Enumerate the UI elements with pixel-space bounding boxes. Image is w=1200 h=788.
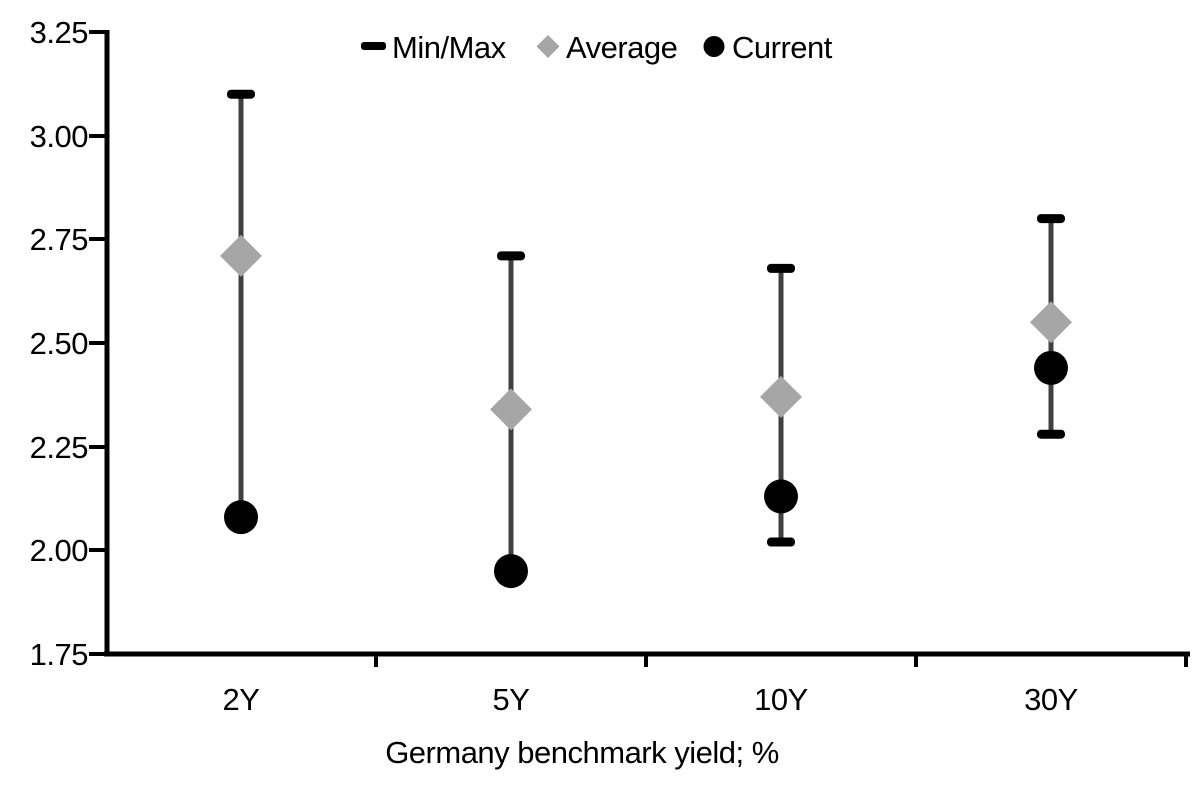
legend: Min/Max Average Current — [361, 30, 833, 65]
y-tick-label: 2.25 — [30, 430, 88, 465]
current-marker-circle — [224, 500, 258, 535]
min-cap — [1037, 429, 1065, 439]
x-axis-ticks — [374, 654, 1188, 667]
legend-label-current: Current — [732, 30, 833, 65]
y-axis-ticks — [89, 30, 107, 656]
y-tick-label: 2.75 — [30, 222, 88, 257]
current-marker-circle — [494, 554, 528, 589]
max-cap — [767, 263, 795, 273]
minmax-dash-icon — [361, 42, 386, 50]
y-tick-label: 1.75 — [30, 637, 88, 672]
average-marker-diamond — [220, 234, 262, 277]
x-axis-labels: 2Y 5Y 10Y 30Y — [223, 682, 1079, 717]
legend-label-average: Average — [566, 30, 677, 65]
y-tick-label: 2.00 — [30, 533, 89, 568]
legend-label-minmax: Min/Max — [392, 30, 507, 65]
y-tick-label: 3.00 — [30, 119, 89, 154]
y-tick-label: 2.50 — [30, 326, 89, 361]
current-circle-icon — [703, 36, 725, 57]
current-marker-circle — [1034, 350, 1068, 385]
x-category-label: 30Y — [1024, 682, 1078, 717]
x-category-label: 10Y — [754, 682, 808, 717]
current-marker-circle — [764, 479, 798, 514]
average-marker-diamond — [1030, 301, 1072, 344]
y-tick-label: 3.25 — [30, 15, 88, 50]
x-category-label: 5Y — [493, 682, 530, 717]
y-axis-labels: 1.75 2.00 2.25 2.50 2.75 3.00 3.25 — [30, 15, 89, 672]
max-cap — [497, 251, 525, 261]
min-cap — [767, 537, 795, 547]
x-axis-title: Germany benchmark yield; % — [385, 735, 779, 770]
average-marker-diamond — [490, 388, 532, 431]
max-cap — [227, 89, 255, 99]
max-cap — [1037, 214, 1065, 224]
x-category-label: 2Y — [223, 682, 260, 717]
series-layer — [220, 89, 1072, 589]
average-marker-diamond — [760, 375, 802, 418]
average-diamond-icon — [536, 35, 560, 58]
